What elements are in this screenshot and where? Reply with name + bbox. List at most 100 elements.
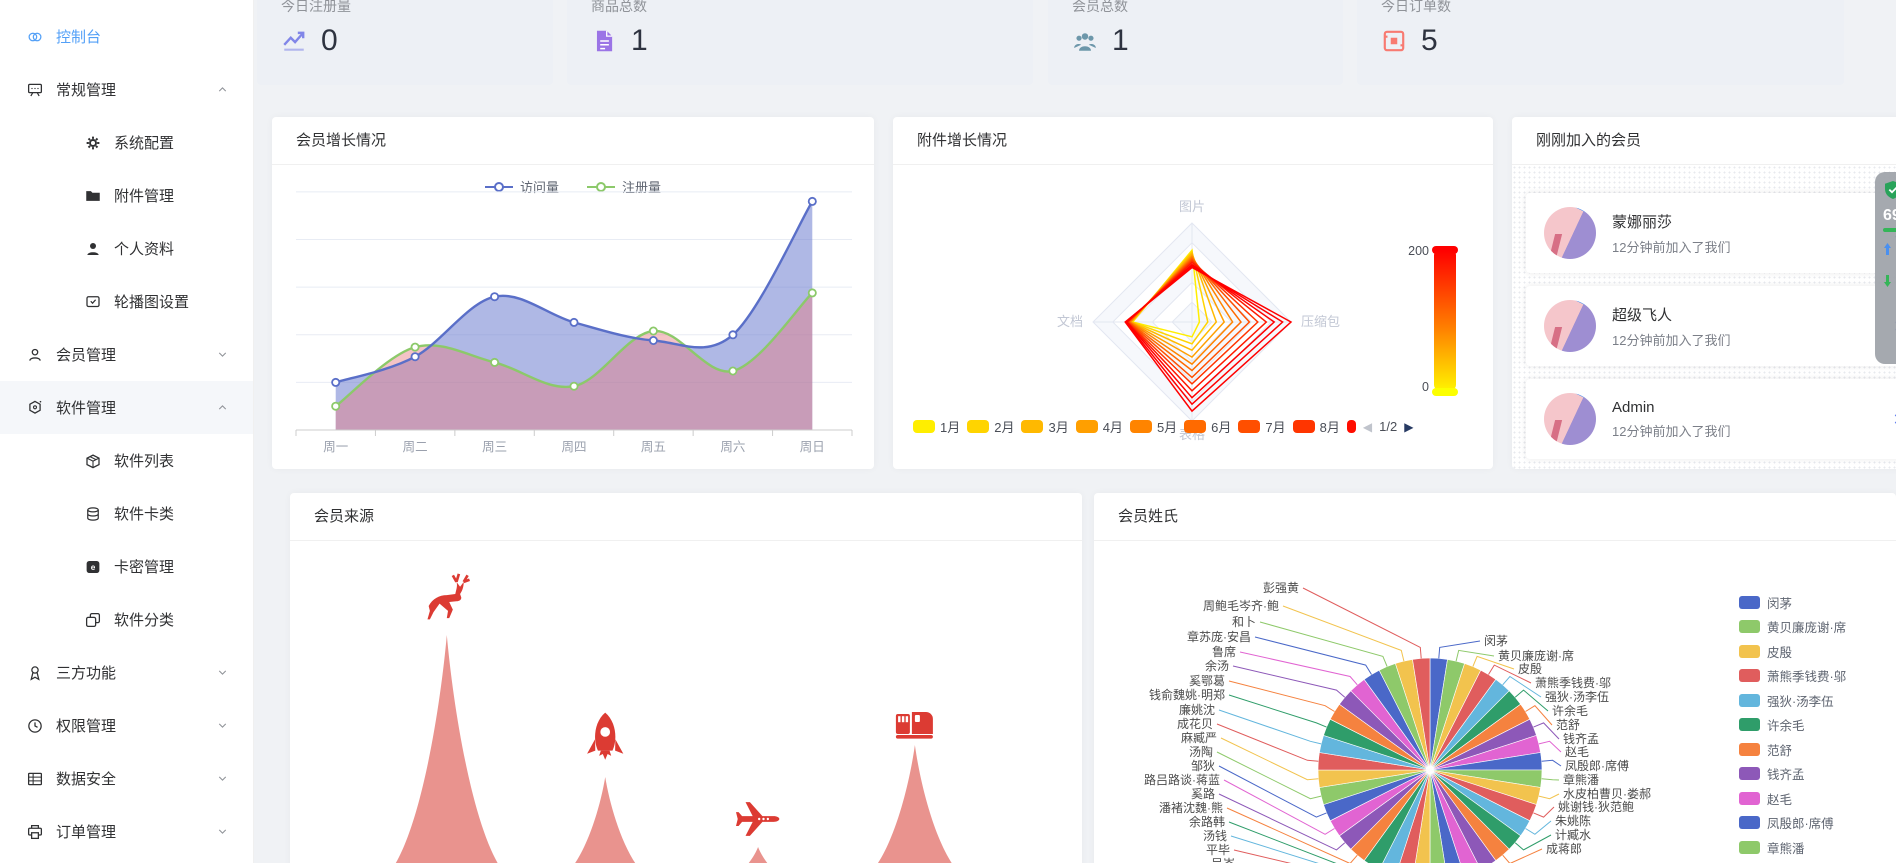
radar-legend-item-2月[interactable]: 2月	[967, 417, 1014, 436]
avatar	[1544, 393, 1596, 445]
pie-label: 计臧水	[1555, 827, 1591, 842]
rocket-icon	[587, 712, 624, 760]
chevron-up-icon	[216, 83, 229, 96]
upload-row: 0	[1883, 241, 1896, 256]
pie-slice[interactable]	[1429, 769, 1481, 863]
user-icon	[84, 240, 102, 258]
radar-legend-item-5月[interactable]: 5月	[1129, 417, 1177, 436]
member-surnames-title: 会员姓氏	[1094, 493, 1896, 541]
pie-slice[interactable]	[1413, 769, 1431, 863]
pie-legend-item-7[interactable]: 钱齐孟	[1739, 762, 1859, 787]
pie-label: 强狄·汤李伍	[1545, 689, 1609, 704]
sidebar-item-gear[interactable]: 系统配置	[0, 116, 253, 169]
legend-label: 8月	[1319, 420, 1340, 435]
pie-legend-item-5[interactable]: 许余毛	[1739, 713, 1859, 738]
legend-swatch	[1739, 718, 1760, 732]
sidebar-item-clock[interactable]: 权限管理	[0, 699, 253, 752]
pie-legend-item-9[interactable]: 凤殷郎·席傅	[1739, 811, 1859, 836]
sidebar-item-user[interactable]: 个人资料	[0, 222, 253, 275]
sidebar-item-member[interactable]: 会员管理	[0, 328, 253, 381]
sidebar-item-board[interactable]: 常规管理	[0, 63, 253, 116]
pie-label: 鲁席	[1212, 644, 1236, 659]
pie-legend-item-3[interactable]: 萧熊季钱费·邬	[1739, 664, 1859, 689]
pie-legend-item-2[interactable]: 皮殷	[1739, 639, 1859, 664]
score-value: 69	[1883, 207, 1896, 224]
legend-label: 钱齐孟	[1767, 768, 1805, 783]
pie-label: 余路韩	[1189, 814, 1225, 829]
sidebar-item-label: 卡密管理	[114, 559, 175, 576]
sidebar-item-console[interactable]: 控制台	[0, 10, 253, 63]
sidebar-item-cardc[interactable]: e 卡密管理	[0, 540, 253, 593]
pie-legend-item-1[interactable]: 黄贝廉庞谢·席	[1739, 615, 1859, 640]
pie-slice[interactable]	[1429, 769, 1465, 863]
sidebar-item-label: 常规管理	[56, 82, 117, 99]
pie-slice[interactable]	[1429, 769, 1497, 863]
sidebar-item-database[interactable]: 软件卡类	[0, 487, 253, 540]
legend-swatch-partial[interactable]	[1346, 420, 1356, 433]
chevron-right-icon[interactable]	[1890, 412, 1896, 426]
sidebar-item-label: 会员管理	[56, 347, 117, 364]
sidebar-item-software[interactable]: 软件管理	[0, 381, 253, 434]
member-name: 超级飞人	[1612, 306, 1673, 324]
printer-icon	[26, 823, 44, 841]
visualmap-bottom-handle[interactable]	[1432, 388, 1458, 396]
network-monitor-widget[interactable]: 69 0 K 0 K	[1875, 172, 1896, 364]
stat-card-1: 商品总数 1	[567, 0, 1033, 85]
legend-page-next-button[interactable]: ▶	[1404, 419, 1414, 434]
legend-swatch	[1739, 595, 1760, 609]
legend-page-indicator: 1/2	[1379, 419, 1398, 434]
pie-legend-item-8[interactable]: 赵毛	[1739, 786, 1859, 811]
legend-label: 1月	[940, 420, 961, 435]
pie-legend-item-0[interactable]: 闵茅	[1739, 590, 1859, 615]
sidebar-item-carousel[interactable]: 轮播图设置	[0, 275, 253, 328]
pie-label: 汤陶	[1189, 744, 1213, 759]
pie-legend-item-10[interactable]: 章熊潘	[1739, 835, 1859, 860]
pie-legend-item-11[interactable]: 水皮柏曹贝·娄郝	[1739, 860, 1859, 863]
legend-swatch	[1129, 420, 1152, 433]
pie-legend: 闵茅 黄贝廉庞谢·席 皮殷 萧熊季钱费·邬 强狄·汤李伍 许余毛 范舒钱齐孟赵毛 凤殷郎·席傅…	[1739, 590, 1859, 863]
member-row-2[interactable]: Admin 12分钟前加入了我们	[1526, 379, 1896, 459]
member-row-1[interactable]: 超级飞人 12分钟前加入了我们	[1526, 286, 1896, 366]
radar-legend-item-8月[interactable]: 8月	[1292, 417, 1340, 436]
sidebar-item-printer[interactable]: 订单管理	[0, 805, 253, 858]
legend-label: 7月	[1265, 420, 1286, 435]
visualmap-bar[interactable]	[1434, 250, 1456, 390]
member-source-title: 会员来源	[290, 493, 1082, 541]
stat-card-2: 会员总数 1	[1048, 0, 1343, 85]
radar-legend-item-3月[interactable]: 3月	[1021, 417, 1069, 436]
pie-slice[interactable]	[1429, 769, 1448, 863]
source-spike-plane	[748, 847, 768, 863]
legend-swatch	[1739, 669, 1760, 683]
pie-label: 闵茅	[1484, 633, 1508, 648]
pie-legend-item-6[interactable]: 范舒	[1739, 737, 1859, 762]
sidebar-item-copy[interactable]: 软件分类	[0, 593, 253, 646]
software-icon	[26, 399, 44, 417]
people-icon	[1072, 28, 1098, 54]
radar-visualmap[interactable]: 200 0	[1389, 242, 1479, 412]
pie-legend-item-4[interactable]: 强狄·汤李伍	[1739, 688, 1859, 713]
stat-card-value: 1	[631, 24, 648, 57]
sidebar-item-table[interactable]: 数据安全	[0, 752, 253, 805]
source-spike-deer	[395, 635, 498, 863]
doc-icon	[591, 28, 617, 54]
pie-slice[interactable]	[1412, 657, 1431, 771]
legend-item-0[interactable]: 访问量	[484, 177, 559, 196]
chevron-down-icon	[216, 772, 229, 785]
radar-legend-item-4月[interactable]: 4月	[1075, 417, 1123, 436]
x-axis-label: 周六	[720, 440, 745, 454]
sidebar-item-trophy[interactable]: 三方功能	[0, 646, 253, 699]
stat-card-title: 会员总数	[1072, 0, 1128, 14]
radar-legend-item-1月[interactable]: 1月	[913, 417, 960, 436]
sidebar-item-package[interactable]: 软件列表	[0, 434, 253, 487]
carousel-icon	[84, 293, 102, 311]
legend-page-prev-button[interactable]: ◀	[1362, 419, 1373, 434]
pie-label: 章苏庞·安昌	[1187, 629, 1251, 644]
pie-label: 黄贝廉庞谢·席	[1498, 648, 1574, 663]
radar-legend-item-6月[interactable]: 6月	[1184, 417, 1231, 436]
member-row-0[interactable]: 蒙娜丽莎 12分钟前加入了我们	[1526, 193, 1896, 273]
cardc-icon: e	[84, 558, 102, 576]
sidebar-item-folder[interactable]: 附件管理	[0, 169, 253, 222]
legend-item-1[interactable]: 注册量	[587, 177, 661, 196]
folder-icon	[84, 187, 102, 205]
radar-legend-item-7月[interactable]: 7月	[1238, 417, 1286, 436]
